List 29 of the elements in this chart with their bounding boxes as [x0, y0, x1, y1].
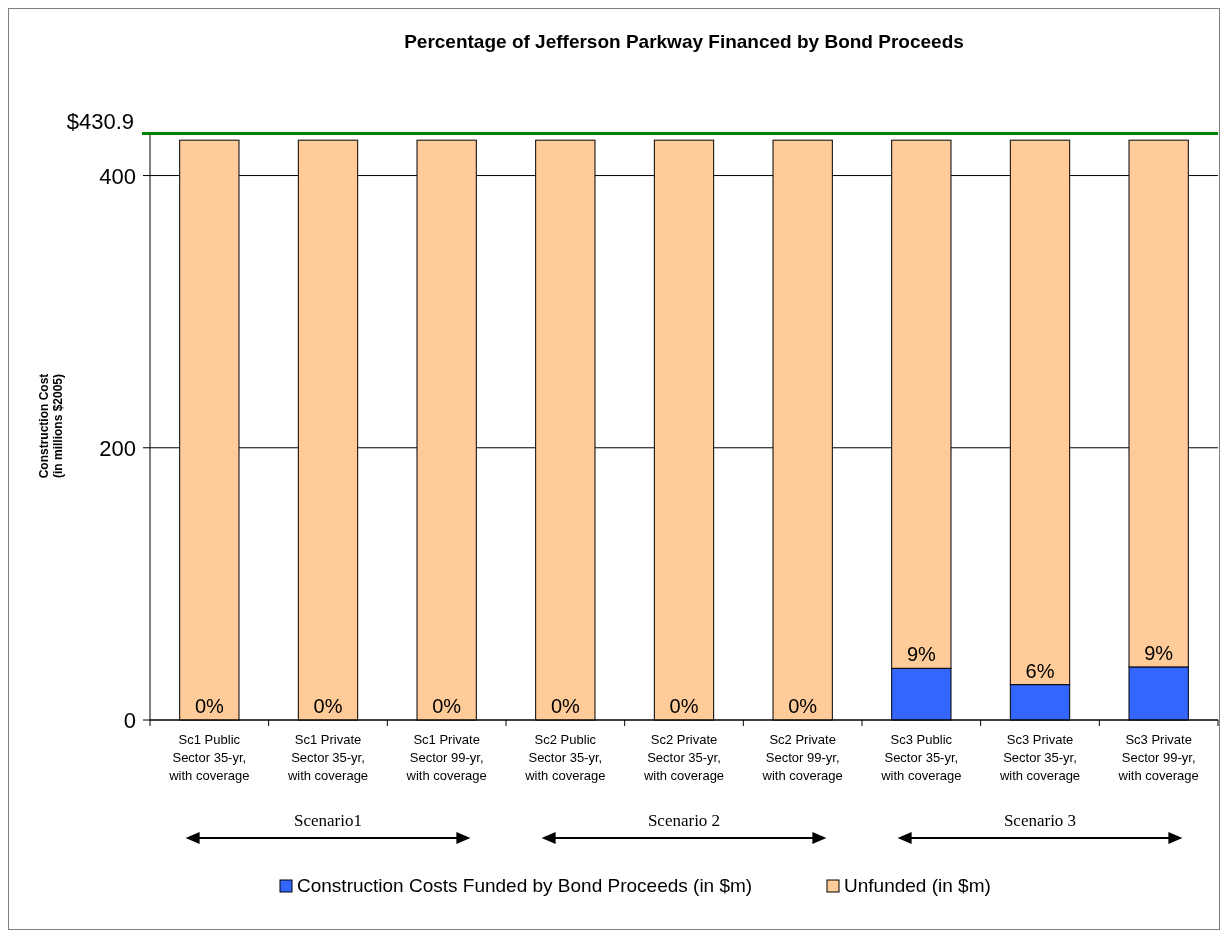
annotation: 0%	[550, 695, 580, 717]
chart-title: Percentage of Jefferson Parkway Financed by Bond Proceeds	[404, 31, 964, 52]
x-tick-label: Sc3 Private Sector 99-yr, with coverage	[1117, 732, 1199, 783]
x-tick-label: Sc1 Private Sector 99-yr, with coverage	[405, 732, 487, 783]
x-tick-label: Sc1 Private Sector 35-yr, with coverage	[286, 732, 369, 783]
ref-line-label: $430.9	[66, 109, 134, 135]
x-tick-label: Sc2 Public Sector 35-yr, with coverage	[524, 732, 606, 783]
x-tick-label: Sc3 Private Sector 35-yr, with coverage	[998, 732, 1081, 783]
annotation: 9%	[906, 643, 936, 666]
annotation: 6%	[1025, 659, 1055, 682]
text: Scenario1	[294, 811, 362, 830]
annotation: 0%	[313, 695, 343, 717]
x-tick-label: Sc3 Public Sector 35-yr, with coverage	[880, 732, 962, 783]
x-tick-label: Sc1 Public Sector 35-yr, with coverage	[168, 732, 250, 783]
legend-label: Unfunded (in $m)	[844, 875, 991, 896]
annotation: 0%	[788, 695, 818, 717]
text: Scenario 3	[1003, 811, 1077, 830]
annotation: 9%	[1144, 641, 1174, 664]
annotation: 0%	[669, 695, 699, 717]
legend-label: Construction Costs Funded by Bond Proceeds (in $m)	[297, 875, 753, 896]
y-axis-title: Construction Cost (in millions $2005)	[37, 373, 65, 479]
annotation: 0%	[432, 695, 462, 717]
y-tick-label: 0	[123, 708, 136, 733]
annotation: 0%	[194, 695, 224, 717]
y-tick-label: 200	[99, 435, 136, 461]
y-tick-label: 400	[99, 163, 136, 189]
x-tick-label: Sc2 Private Sector 35-yr, with coverage	[642, 732, 725, 783]
x-tick-label: Sc2 Private Sector 99-yr, with coverage	[761, 732, 843, 783]
text: Scenario 2	[647, 811, 721, 830]
